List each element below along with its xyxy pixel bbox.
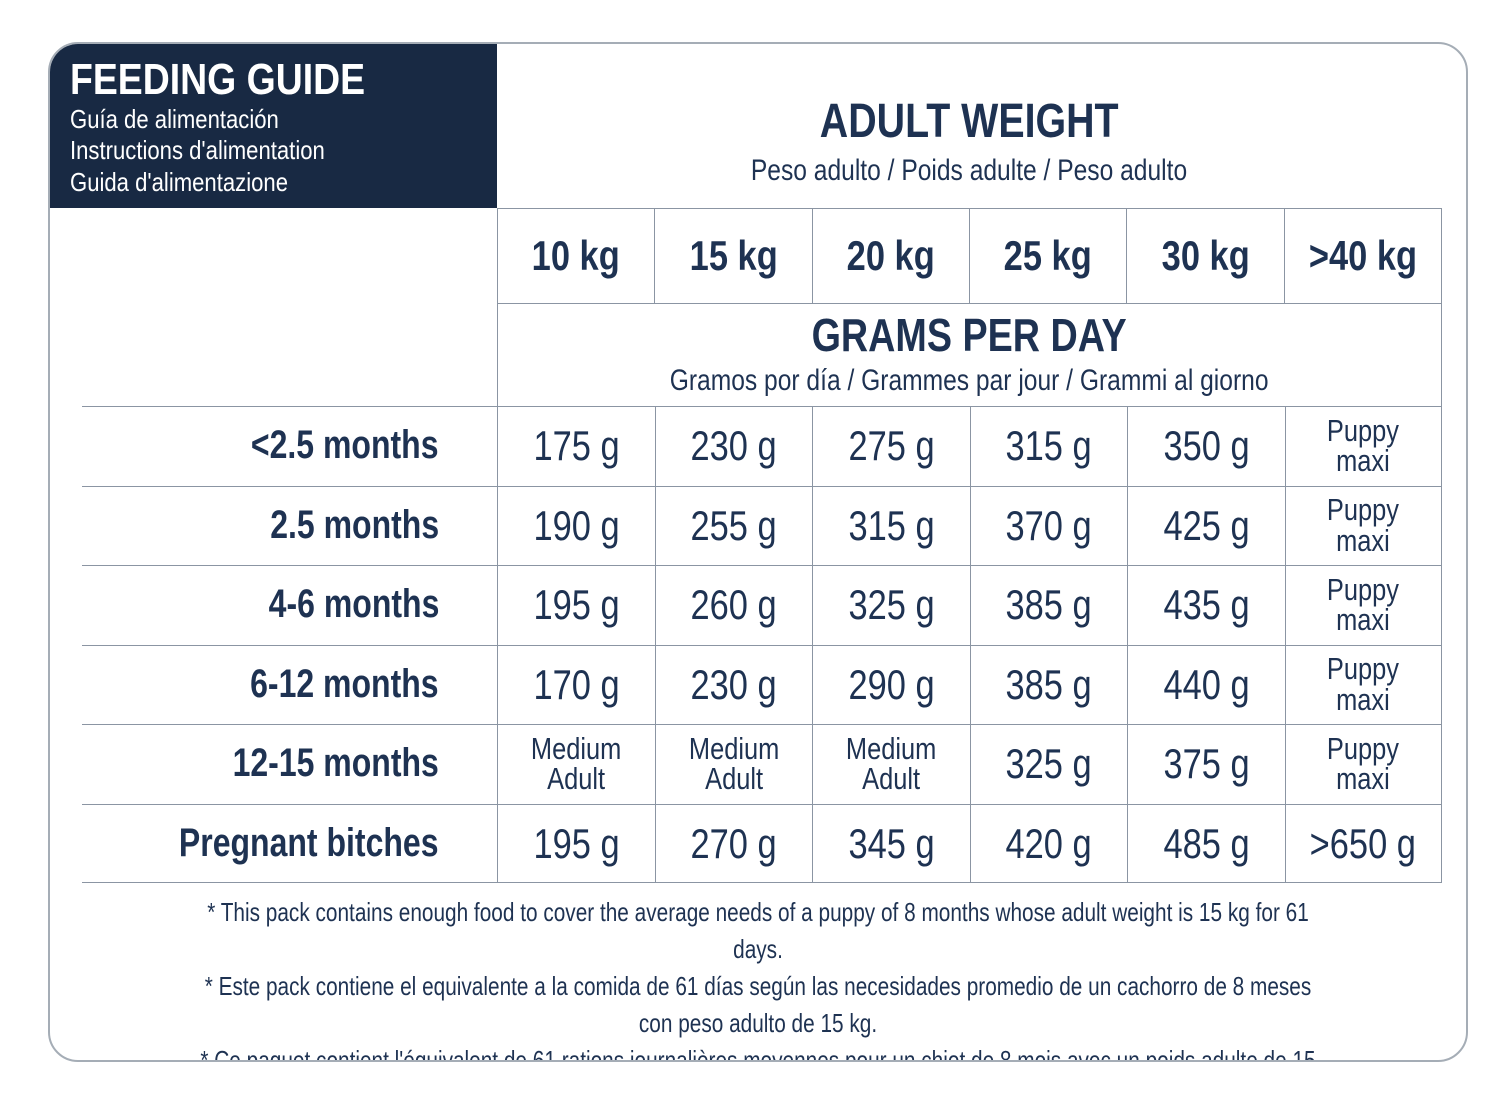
footnote-en: * This pack contains enough food to cove… xyxy=(207,897,1309,964)
table-cell: 230 g xyxy=(654,406,812,486)
table-cell: 195 g xyxy=(497,803,655,883)
weight-header-cell: >40 kg xyxy=(1283,209,1442,303)
table-cell: 325 g xyxy=(812,565,970,645)
table-cell: Medium Adult xyxy=(497,724,655,804)
row-label: 4-6 months xyxy=(50,565,497,645)
grams-per-day-title: GRAMS PER DAY xyxy=(811,309,1128,361)
table-cell: 195 g xyxy=(497,565,655,645)
table-cell: >650 g xyxy=(1284,803,1442,883)
feeding-guide-subtitle-es: Guía de alimentación xyxy=(70,103,279,134)
table-cell: 370 g xyxy=(969,485,1127,565)
table-cell: 385 g xyxy=(969,565,1127,645)
feeding-table: <2.5 months 175 g 230 g 275 g 315 g 350 … xyxy=(50,406,1466,883)
table-bottom-divider xyxy=(82,882,1442,883)
table-cell: 175 g xyxy=(497,406,655,486)
table-cell: 290 g xyxy=(812,644,970,724)
table-cell: 385 g xyxy=(969,644,1127,724)
table-cell: 350 g xyxy=(1127,406,1285,486)
header-band: FEEDING GUIDE Guía de alimentación Instr… xyxy=(50,44,1466,208)
table-cell: Puppy maxi xyxy=(1284,644,1442,724)
table-cell: 315 g xyxy=(812,485,970,565)
feeding-guide-subtitle-fr: Instructions d'alimentation xyxy=(70,135,325,166)
table-cell: 170 g xyxy=(497,644,655,724)
footnote-es: * Este pack contiene el equivalente a la… xyxy=(204,971,1312,1038)
table-cell: Puppy maxi xyxy=(1284,485,1442,565)
feeding-table-grid: <2.5 months 175 g 230 g 275 g 315 g 350 … xyxy=(50,406,1466,883)
row-label: Pregnant bitches xyxy=(50,803,497,884)
table-cell: 420 g xyxy=(969,803,1127,883)
adult-weight-header: ADULT WEIGHT Peso adulto / Poids adulte … xyxy=(497,44,1442,208)
weight-header-cell: 30 kg xyxy=(1126,209,1283,303)
table-cell: 375 g xyxy=(1127,724,1285,804)
weight-header-cell: 20 kg xyxy=(811,209,969,303)
table-cell: 425 g xyxy=(1127,485,1285,565)
weight-header-cell: 10 kg xyxy=(497,209,654,303)
grams-per-day-subtitle: Gramos por día / Grammes par jour / Gram… xyxy=(670,364,1269,397)
footnote-fr: * Ce paquet contient l'équivalent de 61 … xyxy=(200,1045,1316,1062)
footnotes: * This pack contains enough food to cove… xyxy=(50,894,1466,1062)
feeding-guide-title: FEEDING GUIDE xyxy=(70,55,366,104)
weight-header-row: 10 kg 15 kg 20 kg 25 kg 30 kg >40 kg xyxy=(497,208,1442,303)
table-cell: Puppy maxi xyxy=(1284,724,1442,804)
row-label: 12-15 months xyxy=(50,724,497,804)
table-cell: 485 g xyxy=(1127,803,1285,883)
table-cell: 345 g xyxy=(812,803,970,883)
table-cell: 315 g xyxy=(969,406,1127,486)
table-cell: 325 g xyxy=(969,724,1127,804)
adult-weight-subtitle: Peso adulto / Poids adulte / Peso adulto xyxy=(751,154,1188,187)
table-cell: 230 g xyxy=(654,644,812,724)
table-cell: Puppy maxi xyxy=(1284,565,1442,645)
feeding-guide-subtitle-it: Guida d'alimentazione xyxy=(70,166,288,197)
table-cell: 275 g xyxy=(812,406,970,486)
table-cell: 255 g xyxy=(654,485,812,565)
feeding-guide-panel: FEEDING GUIDE Guía de alimentación Instr… xyxy=(50,44,497,208)
grams-per-day-band: GRAMS PER DAY Gramos por día / Grammes p… xyxy=(497,303,1442,406)
table-cell: Medium Adult xyxy=(812,724,970,804)
feeding-guide-card: FEEDING GUIDE Guía de alimentación Instr… xyxy=(48,42,1468,1062)
row-label: 6-12 months xyxy=(50,644,497,725)
table-cell: Puppy maxi xyxy=(1284,406,1442,486)
row-label: 2.5 months xyxy=(50,485,497,566)
table-cell: Medium Adult xyxy=(654,724,812,804)
table-cell: 190 g xyxy=(497,485,655,565)
adult-weight-title: ADULT WEIGHT xyxy=(820,95,1119,148)
table-cell: 260 g xyxy=(654,565,812,645)
weight-header-cell: 15 kg xyxy=(654,209,811,303)
table-cell: 440 g xyxy=(1127,644,1285,724)
table-cell: 435 g xyxy=(1127,565,1285,645)
weight-header-cell: 25 kg xyxy=(968,209,1126,303)
row-label: <2.5 months xyxy=(50,406,497,486)
table-cell: 270 g xyxy=(654,803,812,883)
